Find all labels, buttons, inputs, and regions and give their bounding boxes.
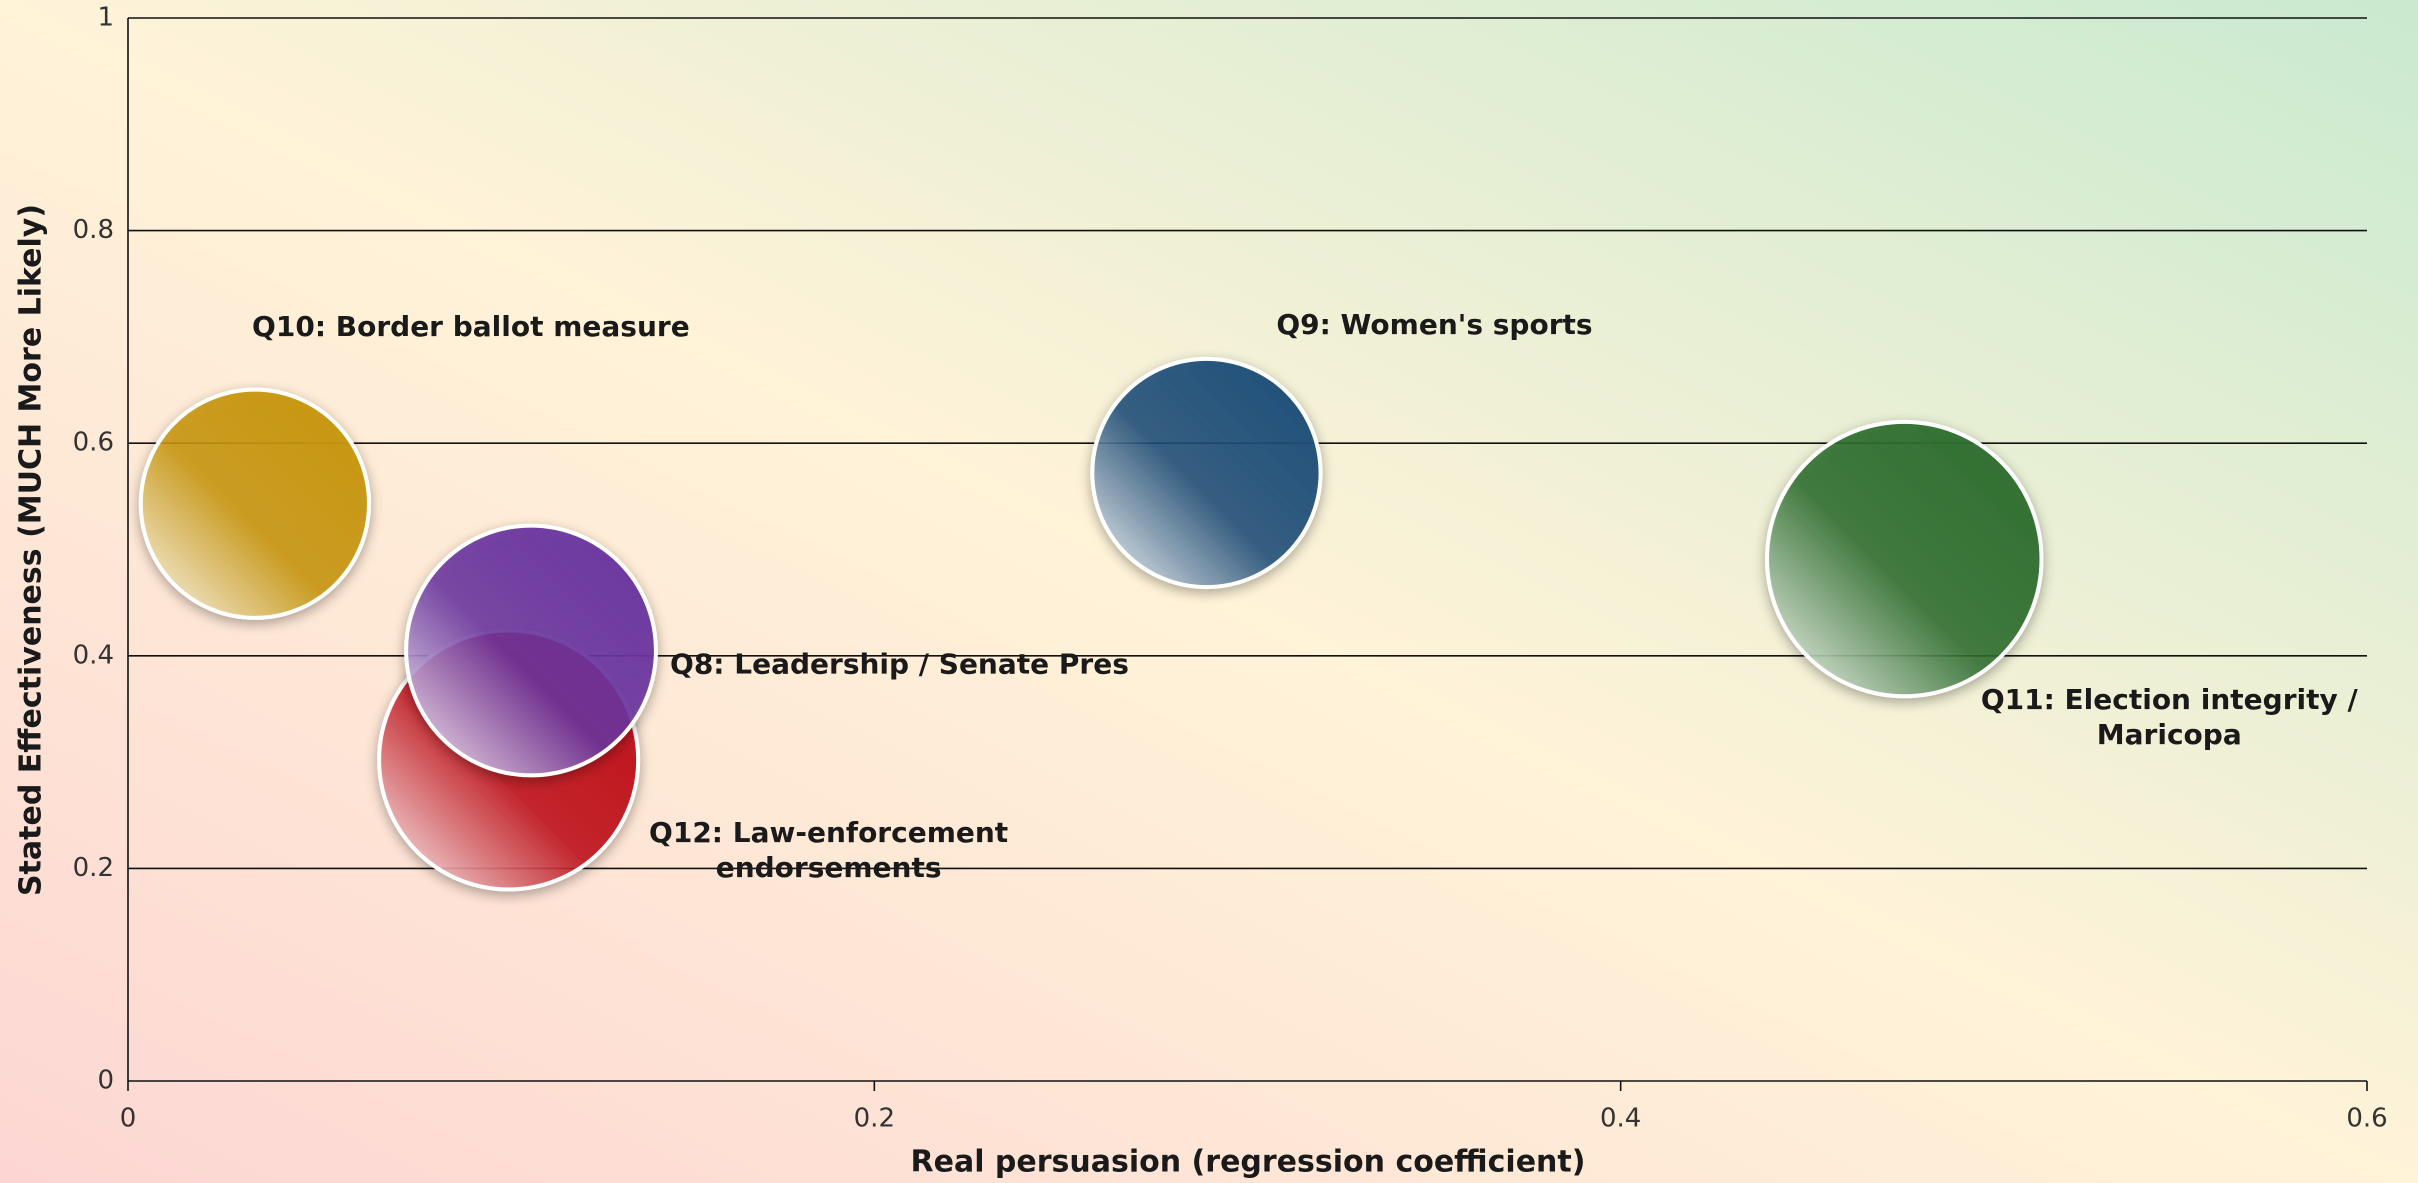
y-tick-label: 0.2 — [73, 853, 114, 883]
x-axis-title: Real persuasion (regression coefficient) — [911, 1145, 1586, 1180]
bubble — [1090, 356, 1323, 590]
y-tick-label: 0.6 — [73, 428, 114, 458]
bubble — [138, 387, 371, 620]
y-tick-label: 0.8 — [73, 215, 114, 245]
bubble-label: Q10: Border ballot measure — [252, 310, 690, 343]
x-tick-label: 0 — [120, 1104, 137, 1134]
x-tick-label: 0.6 — [2346, 1104, 2387, 1134]
bubble-label: Q9: Women's sports — [1276, 308, 1592, 341]
bubble-label: Maricopa — [2097, 718, 2242, 751]
x-tick-label: 0.2 — [854, 1104, 895, 1134]
bubble-label: Q11: Election integrity / — [1981, 683, 2359, 716]
bubble — [1765, 419, 2044, 699]
x-tick-label: 0.4 — [1600, 1104, 1641, 1134]
bubble-label: endorsements — [716, 851, 942, 884]
bubble-label: Q8: Leadership / Senate Pres — [670, 647, 1129, 680]
y-axis-title: Stated Effectiveness (MUCH More Likely) — [14, 204, 49, 896]
y-tick-label: 0 — [97, 1066, 114, 1096]
y-tick-label: 1 — [97, 3, 114, 33]
bubble — [404, 523, 658, 778]
bubble-label: Q12: Law-enforcement — [649, 816, 1008, 849]
y-tick-label: 0.4 — [73, 640, 114, 670]
